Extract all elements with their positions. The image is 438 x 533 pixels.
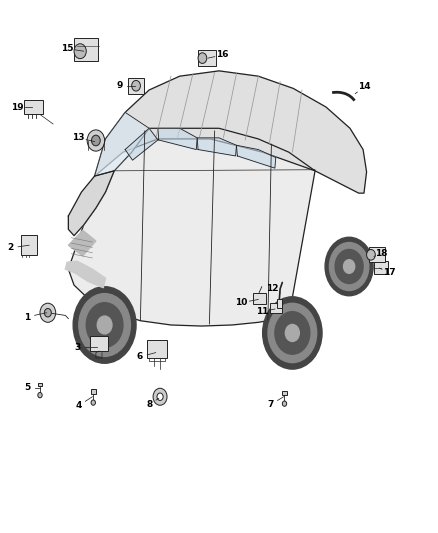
Bar [198, 50, 216, 66]
Circle shape [275, 312, 310, 354]
Circle shape [329, 243, 369, 290]
Text: 12: 12 [266, 284, 279, 293]
Text: 4: 4 [75, 401, 81, 410]
Bar [253, 293, 266, 304]
Circle shape [86, 303, 123, 348]
Text: 10: 10 [236, 298, 248, 307]
Text: 17: 17 [383, 269, 396, 277]
Bar [147, 340, 167, 358]
Text: 5: 5 [24, 383, 30, 392]
Circle shape [79, 294, 131, 357]
Text: 11: 11 [255, 307, 268, 316]
Circle shape [367, 249, 375, 260]
Polygon shape [65, 261, 106, 288]
Circle shape [92, 135, 100, 146]
Text: 3: 3 [74, 343, 80, 352]
Text: 14: 14 [358, 82, 370, 91]
Circle shape [286, 325, 299, 342]
Circle shape [73, 287, 136, 364]
Text: 7: 7 [267, 400, 274, 409]
Bar [74, 38, 98, 61]
Circle shape [74, 44, 86, 59]
Polygon shape [68, 128, 315, 326]
Circle shape [44, 309, 51, 317]
Bar [91, 389, 96, 393]
Bar [282, 391, 287, 395]
Text: 19: 19 [11, 102, 24, 111]
Bar [270, 303, 282, 313]
Text: 6: 6 [136, 352, 143, 361]
Bar [90, 336, 108, 351]
Text: 9: 9 [116, 81, 123, 90]
Polygon shape [158, 128, 197, 150]
Text: 8: 8 [146, 400, 152, 409]
Polygon shape [95, 71, 367, 193]
Circle shape [132, 80, 141, 91]
Circle shape [335, 249, 363, 284]
Circle shape [153, 388, 167, 405]
Circle shape [38, 392, 42, 398]
Circle shape [268, 303, 317, 362]
Polygon shape [197, 138, 237, 156]
Polygon shape [95, 112, 149, 176]
Bar [369, 247, 385, 262]
Bar [128, 78, 145, 94]
Text: 16: 16 [216, 51, 229, 59]
Text: 2: 2 [7, 244, 14, 253]
Text: 1: 1 [24, 312, 30, 321]
Bar [277, 299, 282, 309]
Bar [38, 383, 42, 386]
Polygon shape [68, 230, 96, 256]
Circle shape [97, 316, 112, 334]
Polygon shape [68, 171, 114, 236]
Polygon shape [125, 128, 158, 160]
Text: 13: 13 [72, 133, 85, 142]
Circle shape [198, 53, 207, 63]
Circle shape [40, 303, 56, 322]
Circle shape [87, 130, 105, 151]
Circle shape [343, 260, 355, 273]
Circle shape [283, 401, 287, 406]
Bar [21, 235, 37, 255]
Circle shape [325, 237, 373, 296]
Circle shape [263, 297, 322, 369]
Bar [374, 261, 388, 274]
Bar [24, 100, 43, 115]
Text: 15: 15 [61, 44, 73, 53]
Circle shape [91, 400, 95, 405]
Text: 18: 18 [375, 249, 388, 258]
Circle shape [157, 393, 163, 400]
Polygon shape [237, 146, 276, 168]
